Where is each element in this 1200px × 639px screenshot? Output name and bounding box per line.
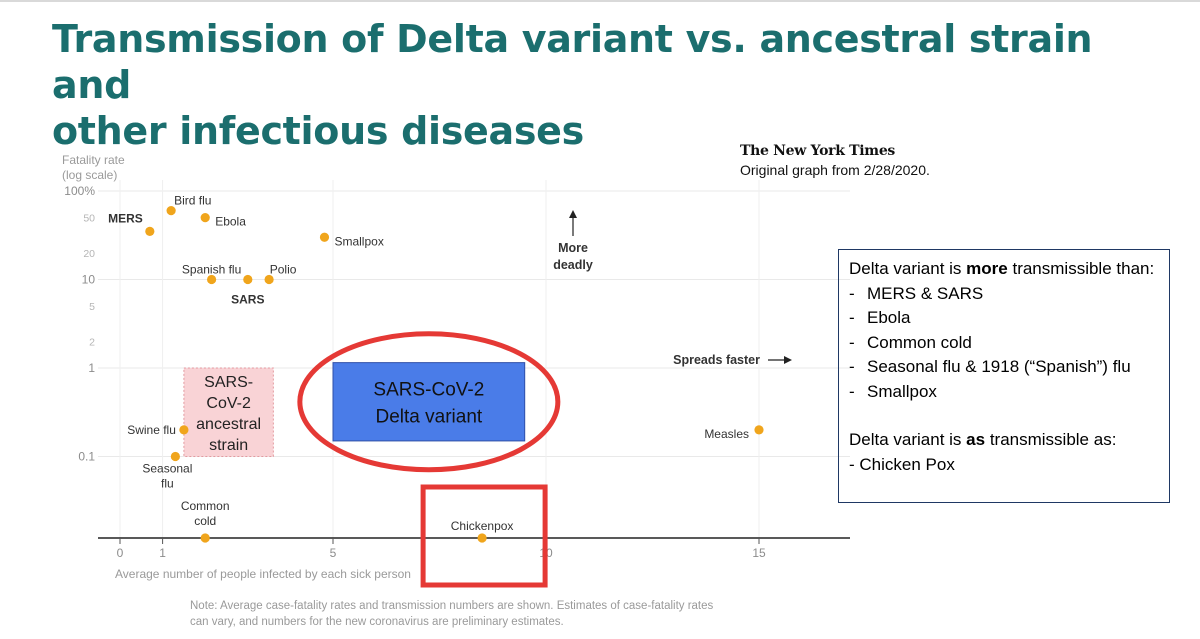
right-arrow-head: [784, 356, 792, 364]
delta-variant-label: SARS-CoV-2: [373, 379, 484, 400]
ancestral-strain-label: CoV-2: [206, 395, 251, 412]
data-point-label: Polio: [270, 263, 297, 277]
spreads-faster-label: Spreads faster: [673, 353, 760, 367]
data-point: [179, 425, 189, 435]
data-point-label: Seasonal: [142, 462, 192, 476]
data-point-label: Chickenpox: [451, 519, 514, 533]
more-deadly-label: deadly: [553, 258, 593, 272]
y-tick-label: 1: [88, 361, 95, 375]
callout-list: - MERS & SARS - Ebola - Common cold - Season…: [849, 282, 1159, 405]
chart-highlights: SARS-CoV-2ancestralstrainSARS-CoV-2Delta…: [183, 362, 526, 457]
data-point-label: Smallpox: [334, 234, 383, 248]
data-point-label: Bird flu: [174, 194, 211, 208]
ancestral-strain-box: [183, 367, 274, 457]
x-tick-label: 1: [159, 546, 166, 560]
x-tick-label: 5: [330, 546, 337, 560]
callout-list-item: - Common cold: [849, 332, 972, 352]
ancestral-strain-label: strain: [209, 437, 248, 454]
data-point-label: cold: [194, 514, 216, 528]
callout-list-item: - Ebola: [849, 308, 911, 327]
page-title-line-2: other infectious diseases: [52, 109, 584, 153]
data-point-label: Swine flu: [127, 423, 176, 437]
data-point: [477, 533, 487, 543]
data-point: [200, 213, 210, 223]
callout-list-item: - Smallpox: [849, 381, 937, 401]
data-point-label: flu: [161, 477, 174, 491]
callout-list-item: - Seasonal flu & 1918 (“Spanish”) flu: [849, 357, 1131, 376]
y-axis-subtitle: (log scale): [62, 168, 117, 182]
data-point: [200, 533, 210, 543]
data-point: [754, 425, 764, 435]
chart-note: Note: Average case-fatality rates and tr…: [190, 598, 770, 630]
callout-intro: Delta variant is more transmissible than…: [849, 259, 1155, 278]
data-point: [145, 226, 155, 236]
y-tick-label: 2: [89, 336, 95, 348]
chart-overlays: [297, 331, 561, 588]
data-point: [206, 274, 217, 285]
data-point-label: SARS: [231, 293, 264, 307]
y-axis-title: Fatality rate: [62, 153, 125, 167]
ancestral-strain-label: SARS-: [204, 374, 253, 391]
data-point: [166, 206, 176, 216]
data-point: [319, 232, 330, 242]
y-tick-label: 20: [83, 248, 95, 260]
callout-list-item: - MERS & SARS: [849, 283, 984, 303]
up-arrow-head: [569, 210, 577, 218]
data-point: [243, 274, 253, 285]
chart-labels: MERS Bird flu Ebola Smallpox Spanish flu SARS…: [108, 194, 792, 533]
chickenpox-highlight-box: [420, 484, 548, 588]
y-tick-label: 10: [82, 273, 96, 287]
y-tick-label: 100%: [64, 184, 95, 198]
ancestral-strain-label: ancestral: [196, 416, 261, 433]
source-caption: Original graph from 2/28/2020.: [740, 162, 930, 178]
data-point: [264, 274, 274, 285]
delta-variant-label: Delta variant: [376, 406, 483, 427]
data-point-label: Measles: [704, 427, 749, 441]
chart-note-line-1: Note: Average case-fatality rates and tr…: [190, 600, 714, 612]
nyt-logo: The New York Times: [740, 143, 896, 159]
x-tick-label: 0: [117, 546, 124, 560]
page-title-line-1: Transmission of Delta variant vs. ancest…: [52, 17, 1093, 107]
delta-variant-box: [332, 362, 526, 442]
data-point-label: MERS: [108, 211, 143, 225]
data-point-label: Common: [181, 499, 230, 513]
data-point-label: Spanish flu: [182, 263, 241, 277]
y-tick-label: 50: [83, 213, 95, 225]
y-tick-label: 5: [89, 301, 95, 313]
more-deadly-label: More: [558, 241, 588, 255]
chart-axes: Fatality rate(log scale) Average number o…: [62, 153, 850, 581]
x-axis-title: Average number of people infected by eac…: [115, 567, 411, 581]
comparison-callout: Delta variant is more transmissible than…: [838, 249, 1170, 503]
y-tick-label: 0.1: [78, 450, 95, 464]
top-rule: [0, 0, 1200, 2]
chart-points: [145, 206, 764, 543]
page-title: Transmission of Delta variant vs. ancest…: [52, 16, 1152, 154]
chart-note-line-2: can vary, and numbers for the new corona…: [190, 616, 564, 628]
x-tick-label: 15: [752, 546, 766, 560]
data-point-label: Ebola: [215, 215, 246, 229]
callout-second-item: - Chicken Pox: [849, 454, 955, 474]
callout-second: Delta variant is as transmissible as:: [849, 430, 1117, 449]
data-point: [170, 451, 180, 462]
delta-highlight-ellipse: [297, 331, 561, 473]
